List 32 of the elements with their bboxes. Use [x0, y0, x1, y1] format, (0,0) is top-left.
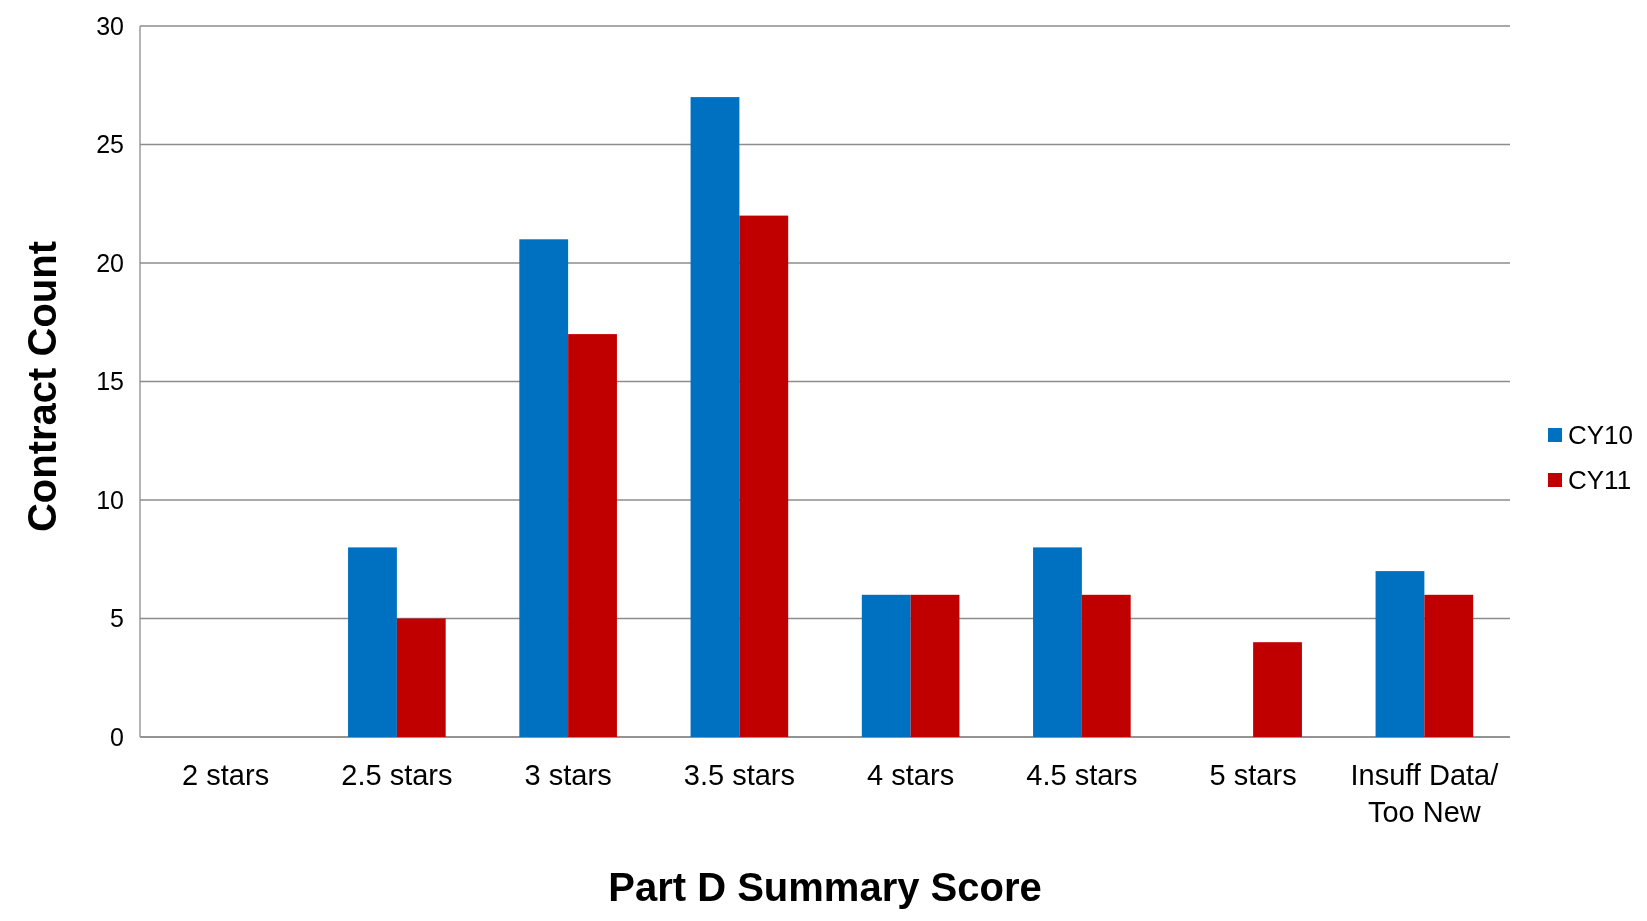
bar	[739, 215, 789, 737]
x-tick-label: 2 stars	[182, 759, 270, 791]
x-tick-label: 3 stars	[524, 759, 612, 791]
bar	[1033, 547, 1082, 737]
y-tick-label: 30	[96, 11, 124, 40]
bar	[1375, 571, 1425, 737]
bar	[690, 97, 740, 737]
bar	[910, 594, 960, 737]
bar	[396, 618, 446, 737]
y-tick-label: 0	[110, 722, 124, 751]
y-tick-label: 5	[110, 604, 124, 633]
x-tick-label: 5 stars	[1209, 759, 1297, 791]
x-tick-label: 4.5 stars	[1026, 759, 1138, 791]
x-tick-label: 3.5 stars	[683, 759, 795, 791]
y-tick-label: 15	[96, 367, 124, 396]
y-tick-label: 25	[96, 130, 124, 159]
x-tick-label: 2.5 stars	[341, 759, 453, 791]
bar	[861, 594, 911, 737]
x-tick-label: Insuff Data/ Too New	[1350, 759, 1500, 828]
y-tick-label: 20	[96, 248, 124, 277]
bar	[519, 239, 569, 737]
legend-label: CY10	[1568, 420, 1634, 451]
y-axis-title: Contract Count	[20, 240, 64, 533]
bar	[568, 334, 617, 737]
y-tick-label: 10	[96, 485, 124, 514]
bar	[1081, 594, 1131, 737]
bar	[1253, 642, 1302, 737]
x-axis-title: Part D Summary Score	[608, 865, 1042, 909]
bar	[348, 547, 397, 737]
bar	[1424, 594, 1474, 737]
legend-label: CY11	[1568, 465, 1632, 496]
x-tick-label: 4 stars	[867, 759, 955, 791]
